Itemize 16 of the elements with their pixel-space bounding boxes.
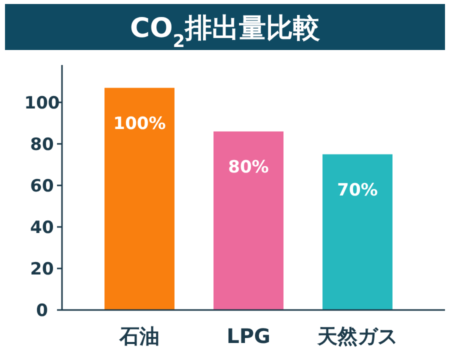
y-tick-label: 20 [30, 259, 54, 280]
y-tick-label: 80 [30, 134, 54, 155]
x-tick-label: 天然ガス [316, 324, 398, 348]
y-tick-label: 40 [30, 218, 54, 238]
bar [322, 154, 392, 310]
x-tick-label: 石油 [118, 324, 160, 348]
annotation: 100% [113, 114, 166, 134]
annotation: 80% [228, 157, 269, 178]
annotation: 70% [337, 180, 378, 200]
y-tick-label: 60 [30, 176, 54, 196]
bar [104, 88, 174, 310]
y-tick-label: 0 [36, 301, 48, 321]
y-tick-label: 100 [24, 93, 60, 114]
x-tick-label: LPG [226, 324, 270, 348]
bar [214, 131, 284, 310]
chart-title: CO$_{2}$排出量比較 [130, 13, 321, 52]
